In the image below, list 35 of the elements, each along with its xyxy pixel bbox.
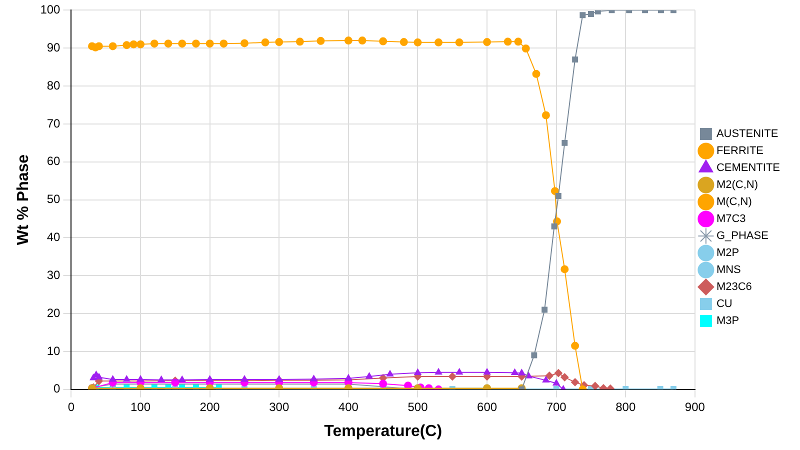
x-tick-label: 200 bbox=[200, 400, 220, 414]
legend-label: M3P bbox=[716, 315, 740, 328]
y-tick-label: 40 bbox=[46, 230, 61, 244]
y-axis-title: Wt % Phase bbox=[15, 154, 32, 246]
legend-label: M2P bbox=[716, 247, 740, 260]
x-tick-label: 100 bbox=[130, 400, 151, 414]
x-tick-label: 900 bbox=[684, 400, 706, 414]
x-tick-label: 300 bbox=[269, 400, 290, 414]
x-tick-label: 800 bbox=[616, 400, 636, 414]
legend-label: FERRITE bbox=[716, 145, 764, 158]
y-tick-label: 90 bbox=[46, 40, 61, 54]
x-tick-label: 0 bbox=[68, 400, 75, 414]
legend-label: CEMENTITE bbox=[716, 162, 780, 174]
legend-label: CU bbox=[716, 298, 732, 310]
x-tick-label: 600 bbox=[477, 400, 498, 414]
legend-label: G_PHASE bbox=[716, 230, 768, 242]
y-tick-label: 20 bbox=[46, 306, 61, 320]
y-tick-label: 80 bbox=[46, 78, 61, 92]
x-tick-label: 400 bbox=[338, 400, 359, 414]
y-tick-label: 100 bbox=[40, 2, 61, 17]
legend-label: M2(C,N) bbox=[716, 179, 758, 192]
y-tick-label: 70 bbox=[46, 116, 61, 130]
y-tick-label: 30 bbox=[46, 268, 61, 282]
y-tick-label: 60 bbox=[46, 154, 61, 168]
y-tick-label: 0 bbox=[54, 382, 61, 396]
x-tick-label: 500 bbox=[408, 400, 428, 414]
legend-label: M7C3 bbox=[716, 213, 746, 226]
y-tick-label: 10 bbox=[46, 344, 61, 358]
x-tick-label: 700 bbox=[546, 400, 567, 414]
legend-label: AUSTENITE bbox=[716, 128, 778, 140]
y-tick-label: 50 bbox=[46, 192, 61, 206]
legend-label: MNS bbox=[716, 264, 741, 276]
legend-label: M(C,N) bbox=[716, 196, 752, 208]
x-axis-title: Temperature(C) bbox=[324, 422, 442, 440]
legend-label: M23C6 bbox=[716, 281, 752, 294]
